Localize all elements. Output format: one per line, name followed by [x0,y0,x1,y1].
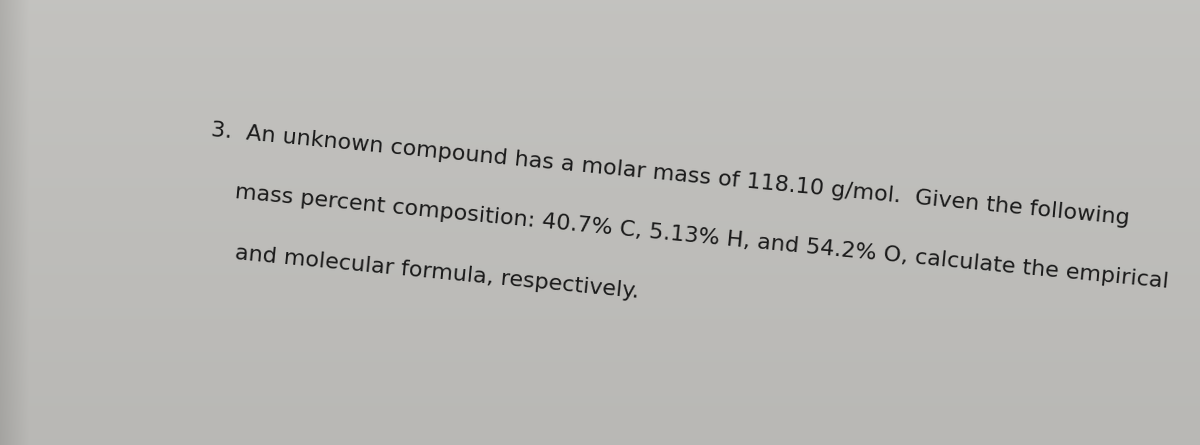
Text: 3.  An unknown compound has a molar mass of 118.10 g/mol.  Given the following: 3. An unknown compound has a molar mass … [210,120,1130,229]
Text: and molecular formula, respectively.: and molecular formula, respectively. [234,243,640,301]
Text: mass percent composition: 40.7% C, 5.13% H, and 54.2% O, calculate the empirical: mass percent composition: 40.7% C, 5.13%… [234,182,1170,292]
